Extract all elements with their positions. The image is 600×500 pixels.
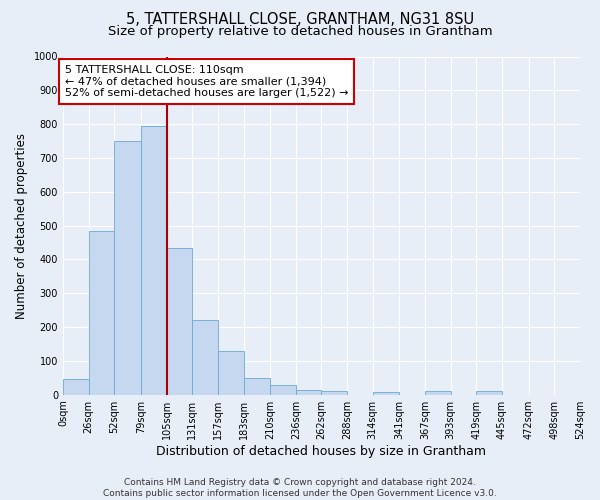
Bar: [296, 390, 322, 394]
Bar: [141, 126, 167, 394]
Bar: [218, 352, 244, 395]
X-axis label: Distribution of detached houses by size in Grantham: Distribution of detached houses by size …: [157, 444, 487, 458]
Text: 5, TATTERSHALL CLOSE, GRANTHAM, NG31 8SU: 5, TATTERSHALL CLOSE, GRANTHAM, NG31 8SU: [126, 12, 474, 28]
Y-axis label: Number of detached properties: Number of detached properties: [15, 132, 28, 318]
Text: Contains HM Land Registry data © Crown copyright and database right 2024.
Contai: Contains HM Land Registry data © Crown c…: [103, 478, 497, 498]
Bar: [476, 392, 502, 394]
Bar: [167, 248, 192, 394]
Bar: [425, 392, 451, 394]
Bar: [114, 141, 141, 395]
Text: Size of property relative to detached houses in Grantham: Size of property relative to detached ho…: [107, 25, 493, 38]
Bar: [63, 380, 89, 394]
Bar: [373, 392, 400, 394]
Bar: [322, 392, 347, 394]
Bar: [192, 320, 218, 394]
Bar: [270, 385, 296, 394]
Bar: [89, 230, 114, 394]
Bar: [244, 378, 270, 394]
Text: 5 TATTERSHALL CLOSE: 110sqm
← 47% of detached houses are smaller (1,394)
52% of : 5 TATTERSHALL CLOSE: 110sqm ← 47% of det…: [65, 65, 349, 98]
